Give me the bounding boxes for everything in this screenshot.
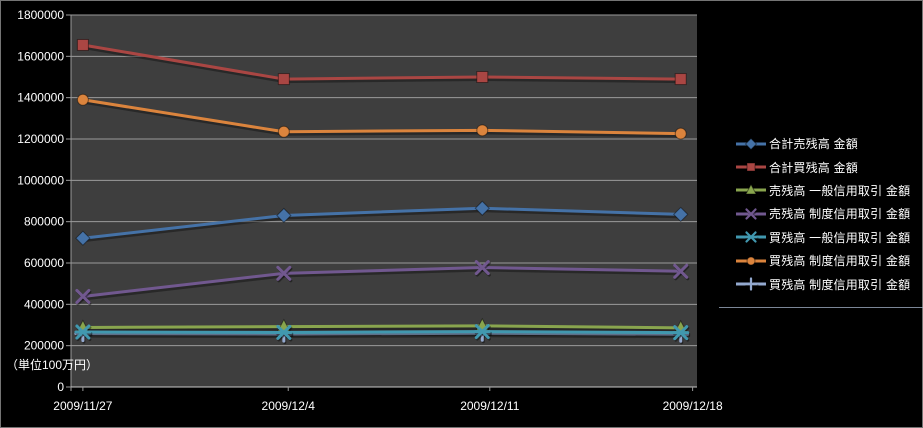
y-axis-label: 1000000	[17, 173, 64, 187]
marker-diamond	[276, 207, 292, 224]
series-line-shadow	[81, 208, 684, 243]
series-line	[81, 98, 683, 136]
marker-star	[74, 324, 92, 340]
legend-label: 合計売残高 金額	[769, 137, 858, 152]
series-line-shadow	[81, 333, 684, 339]
legend-marker-square-icon	[736, 162, 766, 172]
legend-marker-x-icon	[736, 208, 766, 221]
series-line-shadow	[81, 267, 684, 301]
legend-marker-triangle-icon	[736, 183, 766, 195]
legend-item: 合計買残高 金額	[736, 155, 910, 178]
y-axis-label: 800000	[24, 215, 64, 229]
y-axis-label: 1200000	[17, 132, 64, 146]
legend-marker-diamond-icon	[736, 137, 766, 150]
marker-star	[744, 231, 758, 243]
legend-item: 買残高 制度信用取引 金額	[736, 249, 910, 272]
y-axis-label: 600000	[24, 256, 64, 270]
y-axis-label: 1400000	[17, 91, 64, 105]
marker-x	[745, 208, 757, 220]
x-axis-label: 2009/12/4	[262, 399, 316, 413]
legend-box-bottom-edge	[719, 307, 923, 308]
series-line	[81, 206, 683, 240]
y-axis-label: 1800000	[17, 8, 64, 22]
legend-item: 買残高 制度信用取引 金額	[736, 272, 910, 295]
marker-diamond	[75, 230, 91, 246]
marker-square	[674, 73, 687, 86]
marker-x	[75, 288, 91, 304]
series-line	[81, 266, 683, 298]
marker-star	[473, 324, 491, 340]
marker-diamond	[673, 206, 689, 223]
x-axis-label: 2009/12/18	[663, 399, 723, 413]
marker-x	[276, 265, 292, 281]
legend-label: 合計買残高 金額	[769, 160, 858, 175]
legend-item: 売残高 一般信用取引 金額	[736, 179, 910, 202]
series-4	[74, 324, 691, 342]
y-axis-label: 1600000	[17, 49, 64, 63]
y-axis-label: 200000	[24, 339, 64, 353]
marker-square	[476, 71, 489, 83]
marker-plus	[744, 277, 758, 291]
marker-circle	[76, 93, 89, 106]
legend-item: 売残高 制度信用取引 金額	[736, 202, 910, 225]
series-line-shadow	[81, 331, 684, 337]
y-axis-label: 400000	[24, 297, 64, 311]
series-5	[76, 93, 687, 140]
marker-square	[76, 38, 89, 51]
legend-item: 買残高 一般信用取引 金額	[736, 226, 910, 249]
marker-circle	[476, 124, 489, 137]
marker-x	[673, 263, 689, 279]
legend-item: 合計売残高 金額	[736, 132, 910, 155]
marker-circle	[746, 256, 756, 266]
marker-circle	[674, 127, 687, 140]
unit-note-label: （単位100万円）	[6, 358, 99, 372]
y-axis-label: 0	[57, 380, 64, 394]
legend-label: 売残高 一般信用取引 金額	[769, 183, 911, 198]
legend-label: 買残高 制度信用取引 金額	[769, 277, 911, 292]
series-line	[81, 43, 683, 81]
marker-square	[277, 73, 290, 86]
x-axis-label: 2009/12/11	[460, 399, 519, 413]
series-line-shadow	[81, 44, 684, 84]
marker-diamond	[474, 200, 490, 216]
legend-marker-star-icon	[736, 231, 766, 245]
series-line	[81, 330, 683, 335]
series-line-shadow	[81, 325, 684, 332]
legend: 合計売残高 金額 合計買残高 金額売残高 一般信用取引 金額 売残高 制度信用取引 …	[736, 132, 910, 296]
marker-x	[474, 260, 490, 276]
marker-circle	[277, 125, 290, 138]
series-0	[75, 200, 689, 246]
series-3	[75, 260, 690, 306]
marker-diamond	[744, 137, 758, 150]
x-axis-label: 2009/11/27	[53, 399, 112, 413]
marker-triangle	[745, 183, 757, 195]
series-line-shadow	[81, 99, 684, 138]
series-line	[81, 331, 683, 336]
legend-label: 買残高 制度信用取引 金額	[769, 254, 911, 269]
legend-label: 売残高 制度信用取引 金額	[769, 207, 911, 222]
legend-label: 買残高 一般信用取引 金額	[769, 230, 911, 245]
legend-marker-circle-icon	[736, 256, 766, 266]
marker-star	[275, 324, 293, 340]
marker-star	[672, 325, 690, 341]
legend-marker-plus-icon	[736, 277, 766, 293]
series-line	[81, 324, 683, 330]
marker-square	[746, 162, 756, 172]
series-1	[76, 38, 687, 86]
